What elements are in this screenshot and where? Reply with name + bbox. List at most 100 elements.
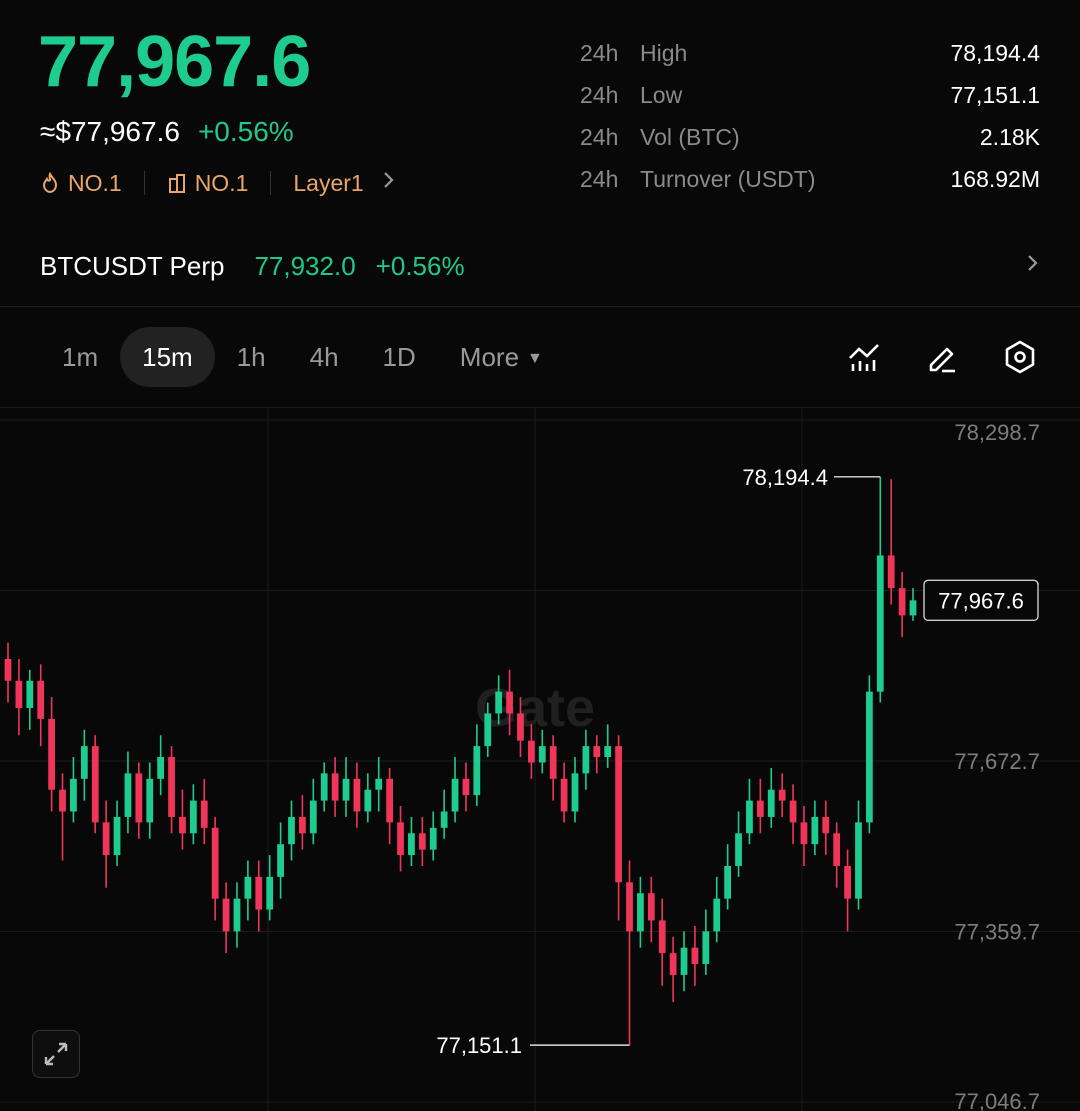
candle (658, 898, 666, 986)
candle-body (211, 827, 219, 899)
candle-body (80, 746, 88, 779)
candle-body (626, 882, 633, 932)
candle (844, 849, 851, 932)
draw-pencil-icon[interactable] (922, 335, 962, 379)
candle (451, 757, 459, 823)
candle-body (189, 800, 197, 834)
candle (429, 811, 437, 861)
candle-body (70, 778, 77, 812)
timeframe-bar: 1m 15m 1h 4h 1D More ▼ (40, 327, 565, 387)
candle (811, 800, 819, 856)
candle-body (451, 778, 459, 812)
candle-body (364, 789, 372, 812)
tag-category[interactable]: Layer1 (293, 170, 363, 197)
candle (102, 800, 110, 888)
candle (724, 844, 732, 910)
candle-body (157, 757, 165, 779)
timeframe-4h[interactable]: 4h (309, 342, 339, 372)
stat-period: 24h (580, 81, 619, 108)
watermark: Gate (475, 678, 595, 738)
candle-body (822, 816, 830, 834)
candle (244, 860, 252, 921)
candle-body (855, 822, 862, 899)
tag-label: NO.1 (68, 169, 122, 196)
y-tick-label: 77,046.7 (954, 1089, 1040, 1111)
perp-contract-row[interactable]: BTCUSDT Perp 77,932.0 +0.56% (40, 246, 1040, 286)
stat-row: 24h High 78,194.4 (580, 32, 1040, 74)
settings-hex-icon[interactable] (1000, 335, 1040, 379)
candle-body (320, 773, 328, 801)
candle-body (713, 898, 721, 932)
tag-market-rank[interactable]: NO.1 (167, 169, 249, 197)
candle (517, 697, 524, 758)
tag-label: Layer1 (293, 169, 364, 196)
chart-tools (844, 335, 1040, 379)
candle-body (473, 746, 481, 796)
candle-body (800, 822, 808, 845)
candle (233, 882, 241, 948)
candle (549, 735, 557, 801)
flame-icon (42, 172, 58, 194)
candle-body (59, 789, 66, 812)
perp-name: BTCUSDT Perp (40, 250, 225, 281)
candle-body (887, 555, 895, 589)
stat-value: 77,151.1 (950, 81, 1040, 108)
timeframe-more[interactable]: More ▼ (438, 327, 565, 387)
candle-body (702, 931, 710, 965)
candle (647, 876, 655, 943)
stat-label: High (640, 39, 688, 66)
candle (353, 762, 361, 828)
expand-icon[interactable] (32, 1030, 80, 1078)
stat-label: Vol (BTC) (640, 123, 740, 150)
chevron-right-icon[interactable] (1026, 252, 1040, 281)
candle-body (277, 844, 284, 877)
timeframe-15m[interactable]: 15m (120, 327, 215, 387)
tag-label: NO.1 (194, 169, 249, 196)
candle (331, 757, 339, 817)
candle (713, 876, 721, 943)
more-label: More (459, 342, 520, 372)
candle (866, 675, 873, 834)
current-price-box (923, 579, 1039, 622)
candle (527, 724, 535, 779)
timeframe-1m[interactable]: 1m (62, 342, 99, 372)
stat-period: 24h (580, 165, 619, 192)
stat-row: 24h Vol (BTC) 2.18K (580, 116, 1040, 158)
candle-body (233, 898, 241, 932)
stat-value: 2.18K (979, 123, 1040, 150)
candle-body (299, 816, 306, 834)
tag-divider (270, 171, 272, 195)
chevron-right-icon[interactable] (382, 169, 396, 197)
candle (800, 806, 808, 866)
candle (364, 773, 372, 823)
candle (626, 860, 633, 1046)
candle (309, 778, 317, 845)
candle (778, 773, 786, 817)
candle (135, 762, 143, 839)
candle (669, 936, 677, 1003)
tag-hot-rank[interactable]: NO.1 (40, 170, 122, 197)
tag-row[interactable]: NO.1 NO.1 Layer1 (40, 166, 396, 200)
candlestick-chart[interactable]: Gate78,194.477,151.178,298.777,985.777,6… (0, 408, 1080, 1111)
perp-price: 77,932.0 (254, 250, 356, 281)
candle-body (560, 778, 568, 812)
candle (822, 800, 830, 856)
candle (200, 778, 208, 845)
candle (440, 789, 448, 839)
candle (571, 757, 579, 823)
candle-body (91, 746, 99, 823)
indicators-icon[interactable] (844, 335, 884, 379)
candle-body (789, 800, 797, 823)
candle-body (767, 789, 775, 817)
candle (320, 762, 328, 812)
candle (691, 925, 699, 986)
candle (582, 729, 590, 790)
candle (299, 795, 306, 850)
candle-body (909, 600, 917, 616)
candle (560, 762, 568, 823)
timeframe-1d[interactable]: 1D (382, 342, 416, 372)
candle-body (331, 773, 339, 801)
candle (735, 811, 742, 877)
timeframe-1h[interactable]: 1h (236, 342, 266, 372)
candle-body (266, 876, 274, 910)
